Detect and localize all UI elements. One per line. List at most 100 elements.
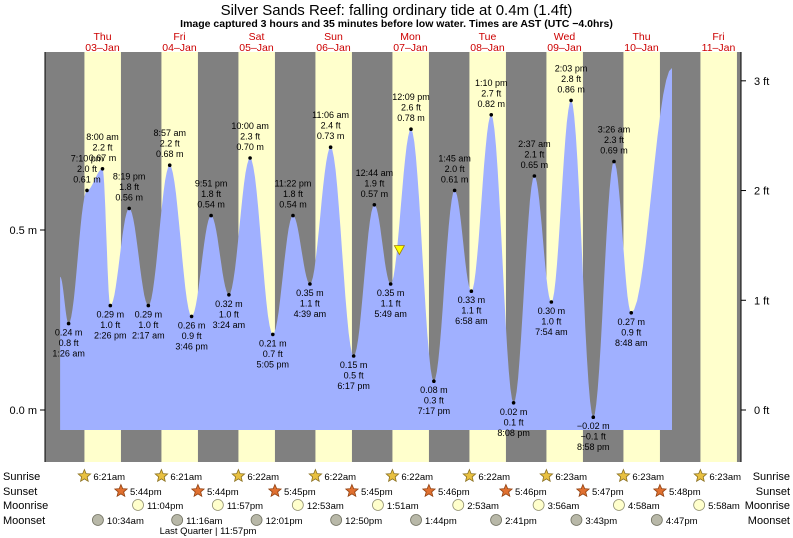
tide-point (569, 98, 573, 103)
moonrise-time: 2:53am (467, 501, 499, 512)
day-weekday-label: Fri (712, 31, 724, 43)
day-date-label: 10–Jan (624, 42, 659, 54)
tide-feet-label: 2.2 ft (92, 142, 113, 152)
tide-feet-label: 0.9 ft (182, 331, 203, 341)
sunset-time: 5:44pm (207, 487, 239, 498)
tide-metre-label: 0.08 m (420, 385, 448, 395)
moonrise-icon (372, 499, 384, 511)
tide-metre-label: 0.27 m (617, 317, 645, 327)
tide-time-label: 6:58 am (455, 316, 488, 326)
sunset-time: 5:47pm (592, 487, 624, 498)
sunrise-time: 6:21am (93, 472, 125, 483)
tide-time-label: 3:46 pm (175, 341, 208, 351)
tide-feet-label: 1.0 ft (541, 317, 562, 327)
tide-metre-label: 0.35 m (377, 288, 405, 298)
tide-point (469, 289, 474, 294)
moonrise-time: 1:51am (387, 501, 419, 512)
moonrise-icon (452, 499, 465, 511)
moonset-icon (410, 514, 422, 526)
tide-metre-label: 0.29 m (135, 310, 163, 320)
almanac-row-label-left: Moonrise (3, 500, 48, 512)
tide-metre-label: 0.54 m (197, 200, 225, 210)
day-weekday-label: Mon (400, 31, 421, 43)
sunset-icon (421, 483, 437, 498)
day-date-label: 04–Jan (162, 42, 197, 54)
sunset-icon (652, 483, 668, 498)
tide-feet-label: 0.8 ft (59, 338, 80, 348)
sunset-time: 5:45pm (361, 487, 393, 498)
tide-point (629, 311, 634, 315)
moonset-time: 12:50pm (345, 516, 382, 527)
tide-point (388, 282, 393, 286)
sunrise-icon (77, 468, 92, 483)
moonset-icon (92, 514, 104, 526)
sunset-time: 5:46pm (515, 487, 547, 498)
moonrise-icon (211, 499, 224, 511)
tide-metre-label: 0.33 m (458, 295, 486, 305)
tide-time-label: 7:17 pm (418, 406, 451, 416)
tide-feet-label: 2.3 ft (604, 135, 625, 145)
day-weekday-label: Tue (479, 31, 497, 43)
right-tick-label: 2 ft (754, 186, 769, 198)
chart-subtitle: Image captured 3 hours and 35 minutes be… (180, 18, 613, 30)
sunrise-time: 6:23am (709, 472, 741, 483)
tide-metre-label: 0.35 m (296, 288, 324, 298)
tide-point (291, 213, 295, 218)
right-tick-label: 1 ft (754, 295, 769, 307)
tide-point (452, 188, 457, 193)
almanac-row-label-right: Moonrise (745, 500, 790, 512)
tide-time-label: 5:49 am (374, 309, 407, 319)
sunset-time: 5:45pm (284, 487, 316, 498)
tide-metre-label: 0.15 m (340, 360, 368, 370)
tide-time-label: 11:22 pm (275, 179, 312, 189)
moonrise-icon (613, 499, 625, 511)
tide-labels-layer: 0.24 m0.8 ft1:26 am7:10 pm2.0 ft0.61 m8:… (52, 63, 647, 452)
moonset-icon (570, 514, 583, 526)
tide-point (409, 127, 413, 131)
sunrise-icon (231, 468, 246, 483)
sunrise-icon (308, 468, 323, 483)
tide-point (248, 156, 252, 160)
sunrise-time: 6:22am (247, 472, 279, 483)
tide-time-label: 8:19 pm (113, 171, 146, 181)
tide-metre-label: 0.29 m (97, 310, 125, 320)
sunrise-icon (693, 468, 708, 483)
almanac-layer: Sunrise Sunrise Sunset Sunset Moonrise Moonri… (3, 468, 790, 537)
sunrise-time: 6:23am (632, 472, 664, 483)
tide-time-label: 10:00 am (231, 121, 269, 131)
tide-feet-label: 1.1 ft (381, 299, 402, 309)
tide-metre-label: 0.86 m (557, 84, 585, 94)
right-tick-label: 3 ft (754, 76, 769, 88)
tide-point (271, 332, 275, 337)
moonset-icon (250, 514, 263, 526)
almanac-row-label-right: Moonset (748, 515, 790, 527)
moonrise-time: 5:58am (708, 501, 740, 512)
tide-time-label: 4:39 am (294, 309, 327, 319)
moonset-time: 2:41pm (505, 516, 537, 527)
moonset-time: 4:47pm (666, 516, 698, 527)
moonset-time: 11:16am (186, 516, 222, 527)
tide-feet-label: 0.9 ft (621, 327, 642, 337)
tide-metre-label: −0.02 m (577, 421, 610, 431)
moonrise-icon (693, 499, 706, 511)
sunset-time: 5:44pm (130, 487, 162, 498)
sunrise-time: 6:22am (478, 472, 510, 483)
tide-feet-label: 2.8 ft (561, 74, 582, 84)
tide-metre-label: 0.61 m (73, 174, 101, 184)
almanac-row-label-left: Sunset (3, 486, 37, 498)
right-tick-label: 0 ft (754, 405, 769, 417)
day-weekday-label: Wed (554, 31, 576, 43)
moonset-icon (650, 514, 663, 526)
almanac-row-label-right: Sunset (756, 486, 790, 498)
sunrise-icon (154, 468, 169, 483)
tide-feet-label: 2.7 ft (481, 88, 502, 98)
moonrise-icon (291, 499, 304, 511)
almanac-row-label-right: Sunrise (753, 471, 790, 483)
tide-point (66, 321, 71, 326)
moonrise-icon (132, 499, 144, 511)
day-date-label: 07–Jan (393, 42, 428, 54)
current-tide-marker (393, 245, 406, 256)
moonrise-time: 3:56am (548, 501, 580, 512)
tide-metre-label: 0.78 m (397, 113, 425, 123)
